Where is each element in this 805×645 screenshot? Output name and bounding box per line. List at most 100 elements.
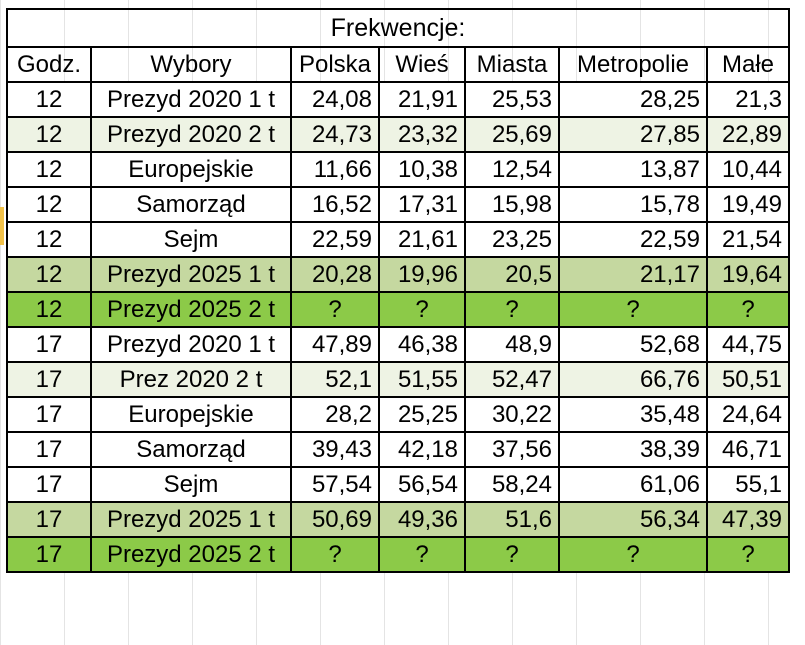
cell-miasta[interactable]: 48,9 bbox=[464, 326, 560, 363]
cell-polska[interactable]: 47,89 bbox=[290, 326, 380, 363]
cell-miasta[interactable]: 30,22 bbox=[464, 396, 560, 433]
cell-wies[interactable]: 49,36 bbox=[378, 501, 466, 538]
header-wies[interactable]: Wieś bbox=[378, 46, 466, 83]
cell-male[interactable]: 24,64 bbox=[706, 396, 790, 433]
cell-male[interactable]: 50,51 bbox=[706, 361, 790, 398]
cell-metropolie[interactable]: 22,59 bbox=[558, 221, 708, 258]
cell-hour[interactable]: 12 bbox=[6, 256, 92, 293]
cell-hour[interactable]: 17 bbox=[6, 536, 92, 573]
cell-polska[interactable]: 57,54 bbox=[290, 466, 380, 503]
cell-hour[interactable]: 12 bbox=[6, 186, 92, 223]
cell-male[interactable]: 19,64 bbox=[706, 256, 790, 293]
cell-hour[interactable]: 12 bbox=[6, 81, 92, 118]
cell-wies[interactable]: 42,18 bbox=[378, 431, 466, 468]
cell-male[interactable]: 19,49 bbox=[706, 186, 790, 223]
cell-polska[interactable]: 28,2 bbox=[290, 396, 380, 433]
cell-male[interactable]: 44,75 bbox=[706, 326, 790, 363]
cell-male[interactable]: 21,3 bbox=[706, 81, 790, 118]
cell-hour[interactable]: 12 bbox=[6, 116, 92, 153]
cell-wies[interactable]: 21,61 bbox=[378, 221, 466, 258]
cell-wies[interactable]: 17,31 bbox=[378, 186, 466, 223]
cell-metropolie[interactable]: 52,68 bbox=[558, 326, 708, 363]
cell-wies[interactable]: 51,55 bbox=[378, 361, 466, 398]
cell-wies[interactable]: 56,54 bbox=[378, 466, 466, 503]
cell-election[interactable]: Prezyd 2025 2 t bbox=[90, 291, 292, 328]
cell-election[interactable]: Europejskie bbox=[90, 396, 292, 433]
cell-metropolie[interactable]: 27,85 bbox=[558, 116, 708, 153]
cell-election[interactable]: Samorząd bbox=[90, 431, 292, 468]
cell-metropolie[interactable]: ? bbox=[558, 536, 708, 573]
cell-miasta[interactable]: 12,54 bbox=[464, 151, 560, 188]
cell-metropolie[interactable]: 13,87 bbox=[558, 151, 708, 188]
cell-hour[interactable]: 12 bbox=[6, 151, 92, 188]
cell-election[interactable]: Prez 2020 2 t bbox=[90, 361, 292, 398]
cell-metropolie[interactable]: 15,78 bbox=[558, 186, 708, 223]
cell-miasta[interactable]: 25,53 bbox=[464, 81, 560, 118]
cell-miasta[interactable]: 20,5 bbox=[464, 256, 560, 293]
cell-metropolie[interactable]: 38,39 bbox=[558, 431, 708, 468]
header-wybory[interactable]: Wybory bbox=[90, 46, 292, 83]
cell-male[interactable]: 46,71 bbox=[706, 431, 790, 468]
cell-wies[interactable]: 10,38 bbox=[378, 151, 466, 188]
cell-election[interactable]: Sejm bbox=[90, 466, 292, 503]
cell-male[interactable]: ? bbox=[706, 536, 790, 573]
header-metropolie[interactable]: Metropolie bbox=[558, 46, 708, 83]
cell-election[interactable]: Prezyd 2020 1 t bbox=[90, 81, 292, 118]
cell-wies[interactable]: 21,91 bbox=[378, 81, 466, 118]
cell-election[interactable]: Prezyd 2020 2 t bbox=[90, 116, 292, 153]
cell-miasta[interactable]: 23,25 bbox=[464, 221, 560, 258]
cell-election[interactable]: Prezyd 2025 2 t bbox=[90, 536, 292, 573]
cell-male[interactable]: 21,54 bbox=[706, 221, 790, 258]
cell-polska[interactable]: 52,1 bbox=[290, 361, 380, 398]
header-godz[interactable]: Godz. bbox=[6, 46, 92, 83]
cell-election[interactable]: Prezyd 2025 1 t bbox=[90, 501, 292, 538]
cell-polska[interactable]: 50,69 bbox=[290, 501, 380, 538]
cell-hour[interactable]: 17 bbox=[6, 361, 92, 398]
cell-polska[interactable]: 11,66 bbox=[290, 151, 380, 188]
cell-wies[interactable]: 25,25 bbox=[378, 396, 466, 433]
cell-polska[interactable]: 24,08 bbox=[290, 81, 380, 118]
cell-polska[interactable]: 22,59 bbox=[290, 221, 380, 258]
cell-election[interactable]: Prezyd 2025 1 t bbox=[90, 256, 292, 293]
cell-metropolie[interactable]: 21,17 bbox=[558, 256, 708, 293]
cell-male[interactable]: ? bbox=[706, 291, 790, 328]
header-polska[interactable]: Polska bbox=[290, 46, 380, 83]
cell-miasta[interactable]: 15,98 bbox=[464, 186, 560, 223]
cell-polska[interactable]: 24,73 bbox=[290, 116, 380, 153]
cell-metropolie[interactable]: 61,06 bbox=[558, 466, 708, 503]
cell-metropolie[interactable]: ? bbox=[558, 291, 708, 328]
cell-wies[interactable]: ? bbox=[378, 536, 466, 573]
cell-hour[interactable]: 12 bbox=[6, 291, 92, 328]
cell-metropolie[interactable]: 66,76 bbox=[558, 361, 708, 398]
cell-hour[interactable]: 17 bbox=[6, 501, 92, 538]
cell-wies[interactable]: 19,96 bbox=[378, 256, 466, 293]
cell-miasta[interactable]: 52,47 bbox=[464, 361, 560, 398]
cell-polska[interactable]: ? bbox=[290, 536, 380, 573]
cell-miasta[interactable]: 37,56 bbox=[464, 431, 560, 468]
cell-miasta[interactable]: 25,69 bbox=[464, 116, 560, 153]
cell-polska[interactable]: 39,43 bbox=[290, 431, 380, 468]
cell-miasta[interactable]: ? bbox=[464, 536, 560, 573]
cell-metropolie[interactable]: 56,34 bbox=[558, 501, 708, 538]
cell-hour[interactable]: 17 bbox=[6, 466, 92, 503]
cell-male[interactable]: 22,89 bbox=[706, 116, 790, 153]
cell-hour[interactable]: 17 bbox=[6, 326, 92, 363]
cell-wies[interactable]: 46,38 bbox=[378, 326, 466, 363]
header-miasta[interactable]: Miasta bbox=[464, 46, 560, 83]
cell-male[interactable]: 55,1 bbox=[706, 466, 790, 503]
cell-election[interactable]: Samorząd bbox=[90, 186, 292, 223]
cell-hour[interactable]: 17 bbox=[6, 396, 92, 433]
cell-male[interactable]: 10,44 bbox=[706, 151, 790, 188]
cell-miasta[interactable]: ? bbox=[464, 291, 560, 328]
cell-election[interactable]: Prezyd 2020 1 t bbox=[90, 326, 292, 363]
cell-miasta[interactable]: 58,24 bbox=[464, 466, 560, 503]
cell-polska[interactable]: 16,52 bbox=[290, 186, 380, 223]
table-title[interactable]: Frekwencje: bbox=[6, 8, 790, 48]
cell-polska[interactable]: ? bbox=[290, 291, 380, 328]
cell-metropolie[interactable]: 35,48 bbox=[558, 396, 708, 433]
cell-hour[interactable]: 17 bbox=[6, 431, 92, 468]
cell-male[interactable]: 47,39 bbox=[706, 501, 790, 538]
header-male[interactable]: Małe bbox=[706, 46, 790, 83]
cell-miasta[interactable]: 51,6 bbox=[464, 501, 560, 538]
cell-hour[interactable]: 12 bbox=[6, 221, 92, 258]
